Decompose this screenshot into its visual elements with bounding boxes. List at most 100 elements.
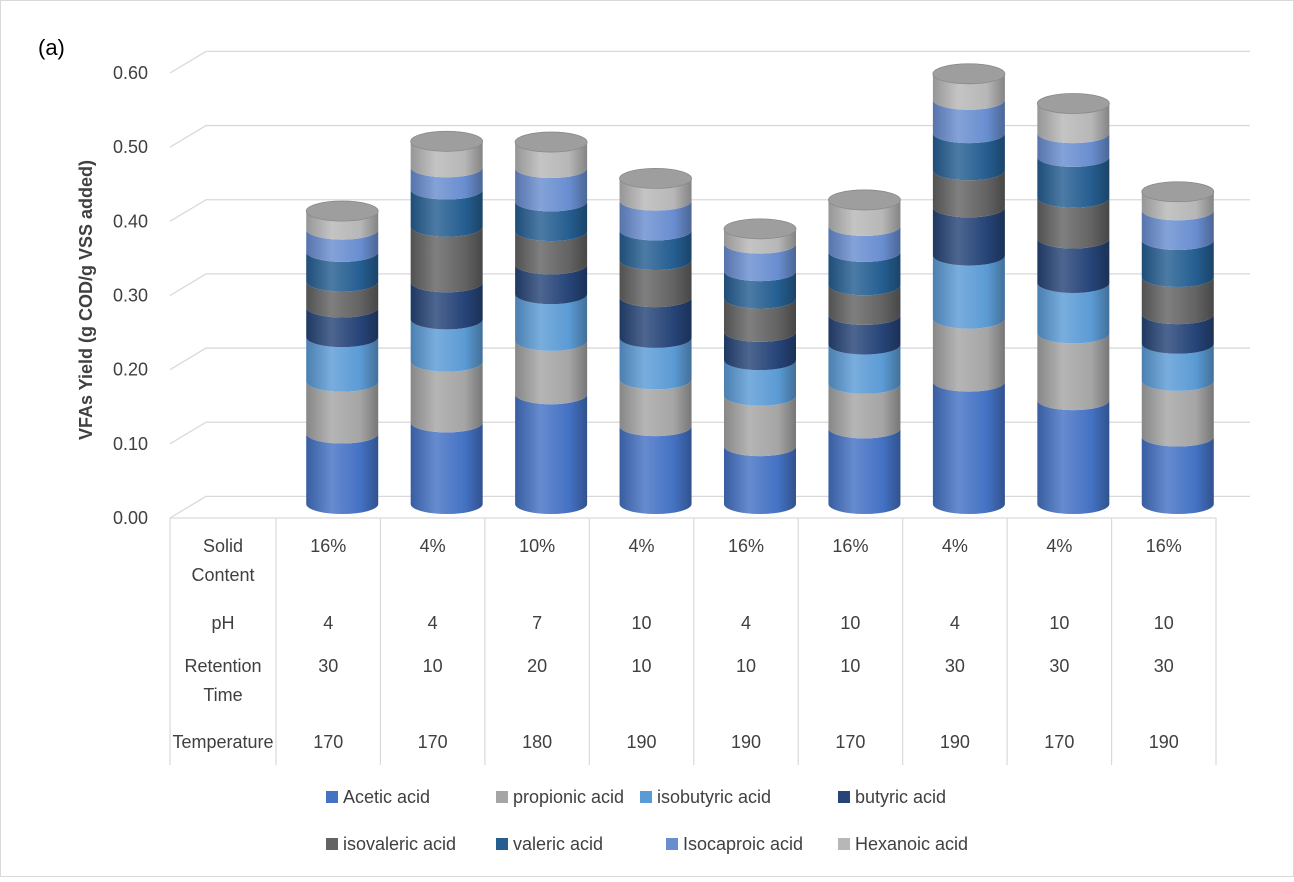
bar-segment (515, 231, 588, 275)
y-tick-label: 0.60 (113, 63, 148, 83)
bar-segment (306, 307, 379, 348)
legend-label: isovaleric acid (343, 834, 456, 854)
bar-top-cap (723, 218, 797, 240)
bar-segment (306, 381, 379, 444)
bar-segment (619, 200, 692, 241)
table-cell: 30 (1154, 656, 1174, 676)
legend-swatch (326, 838, 338, 850)
bar-segment (828, 285, 901, 325)
bar-segment (619, 337, 692, 390)
legend-label: Isocaproic acid (683, 834, 803, 854)
bar-segment (932, 381, 1005, 514)
table-cell: 30 (1049, 656, 1069, 676)
legend-swatch (666, 838, 678, 850)
table-cell: 10 (1154, 613, 1174, 633)
table-cell: 10 (840, 613, 860, 633)
bar-segment (1141, 314, 1214, 354)
bar-segment (410, 361, 483, 433)
bars (305, 63, 1215, 514)
bar-segment (724, 395, 796, 457)
bar-segment (619, 230, 692, 270)
bar-segment (1141, 277, 1214, 325)
bar-top-cap (619, 168, 692, 189)
bar-segment (1037, 333, 1110, 411)
bar-segment (306, 433, 379, 514)
panel-label: (a) (38, 35, 65, 60)
y-tick-label: 0.40 (113, 211, 148, 231)
legend-label: butyric acid (855, 787, 946, 807)
bar-segment (515, 294, 588, 351)
table-cell: 170 (418, 732, 448, 752)
table-cell: 170 (1044, 732, 1074, 752)
table-cell: 10 (632, 656, 652, 676)
bar-segment (1141, 191, 1214, 221)
gridline (169, 495, 1250, 519)
y-tick-label: 0.30 (113, 286, 148, 306)
bar-segment (1141, 239, 1214, 288)
bar-segment (1037, 400, 1110, 514)
bar-segment (828, 383, 901, 439)
table-cell: 16% (1146, 536, 1182, 556)
table-cell: 4% (420, 536, 446, 556)
table-cell: 4% (942, 536, 968, 556)
bar-segment (306, 211, 379, 240)
legend-label: valeric acid (513, 834, 603, 854)
legend-label: Hexanoic acid (855, 834, 968, 854)
bar-segment (932, 255, 1005, 329)
table-cell: 16% (310, 536, 346, 556)
table-cell: 16% (832, 536, 868, 556)
table-cell: 10 (840, 656, 860, 676)
table-cell: 170 (313, 732, 343, 752)
table-cell: 20 (527, 656, 547, 676)
bar-top-cap (410, 130, 484, 152)
bar-segment (515, 264, 588, 305)
bar-segment (515, 201, 588, 242)
bar-segment (724, 360, 796, 406)
bar-segment (724, 243, 796, 282)
bar-segment (1141, 343, 1214, 391)
bar-top-cap (828, 189, 901, 211)
bar-top-cap (514, 131, 588, 153)
table-cell: 10 (1049, 613, 1069, 633)
bar-segment (932, 170, 1005, 218)
bar-segment (410, 167, 483, 200)
y-tick-label: 0.00 (113, 508, 148, 528)
bar-segment (1037, 282, 1110, 344)
bar-segment (1141, 210, 1214, 250)
bar-top-cap (932, 63, 1006, 85)
bar-segment (828, 225, 901, 262)
bar-segment (306, 229, 379, 262)
bar-segment (724, 298, 796, 342)
bar-segment (410, 282, 483, 330)
table-cell: 10 (423, 656, 443, 676)
bar-segment (619, 178, 692, 211)
y-tick-label: 0.10 (113, 434, 148, 454)
table-row-label: pH (211, 613, 234, 633)
legend: Acetic acid propionic acid isobutyric acid… (326, 787, 968, 854)
legend-swatch (326, 791, 338, 803)
table-cell: 190 (627, 732, 657, 752)
bar-segment (515, 394, 588, 514)
table-cell: 30 (318, 656, 338, 676)
table-cell: 4% (629, 536, 655, 556)
legend-swatch (640, 791, 652, 803)
legend-label: isobutyric acid (657, 787, 771, 807)
table-row-label: Temperature (172, 732, 273, 752)
table-row-label: Retention (184, 656, 261, 676)
gridline (169, 421, 1250, 445)
table-cell: 170 (835, 732, 865, 752)
bar-segment (724, 446, 796, 514)
table-cell: 190 (940, 732, 970, 752)
bar-top-cap (305, 200, 379, 222)
table-cell: 4 (950, 613, 960, 633)
bar-segment (1141, 436, 1214, 514)
bar-segment (724, 228, 796, 254)
y-tick-label: 0.20 (113, 360, 148, 380)
legend-label: propionic acid (513, 787, 624, 807)
table-row-label: Solid (203, 536, 243, 556)
bar-segment (1037, 156, 1110, 208)
bar-segment (932, 99, 1005, 144)
bar-segment (828, 428, 901, 514)
bar-segment (932, 133, 1005, 181)
